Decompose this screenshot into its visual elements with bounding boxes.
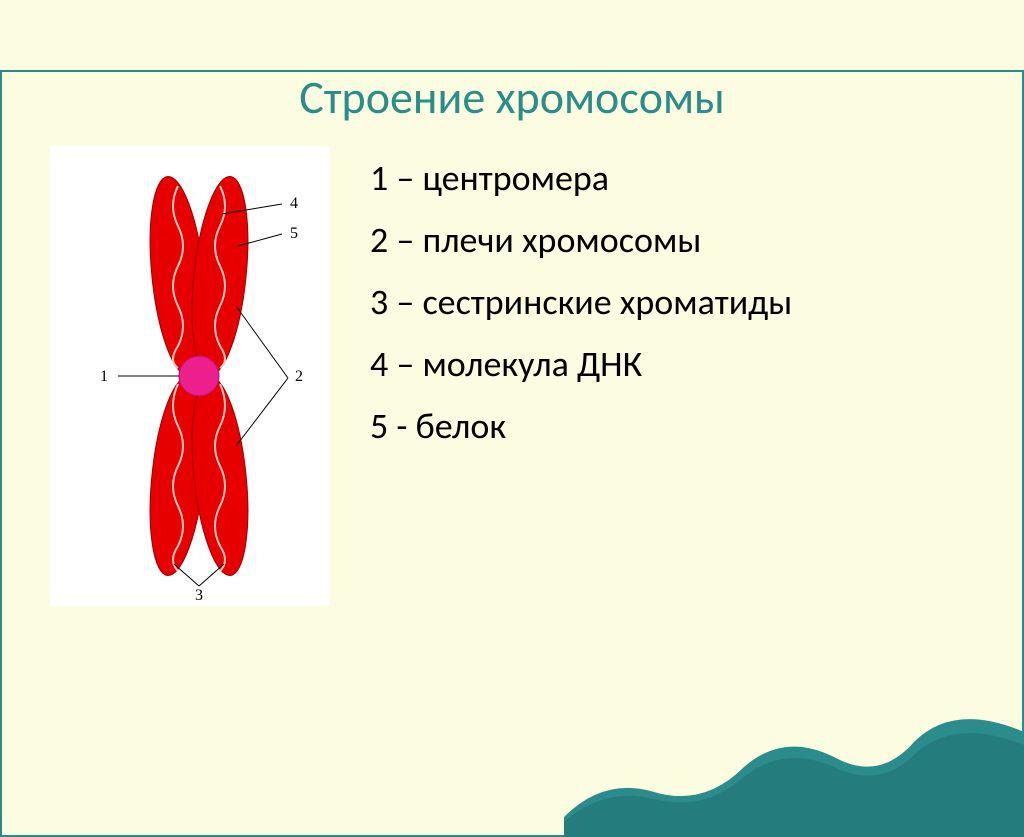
decorative-wave [564,687,1024,837]
label-5: 5 [290,225,298,242]
slide-title: Строение хромосомы [0,70,1024,126]
legend-item: 2 – плечи хромосомы [370,218,792,262]
chromosome-diagram: 1 2 3 4 5 [50,146,330,606]
legend-item: 5 - белок [370,404,792,448]
label-2: 2 [295,368,303,385]
legend: 1 – центромера 2 – плечи хромосомы 3 – с… [370,156,792,466]
legend-item: 4 – молекула ДНК [370,342,792,386]
label-3: 3 [195,587,203,604]
label-1: 1 [100,368,108,385]
centromere [179,356,219,396]
page-number: 5 [974,793,984,817]
content-row: 1 2 3 4 5 1 – центромера 2 – плечи хромо… [0,146,1024,606]
label-4: 4 [290,195,298,212]
legend-item: 3 – сестринские хроматиды [370,280,792,324]
legend-item: 1 – центромера [370,156,792,200]
